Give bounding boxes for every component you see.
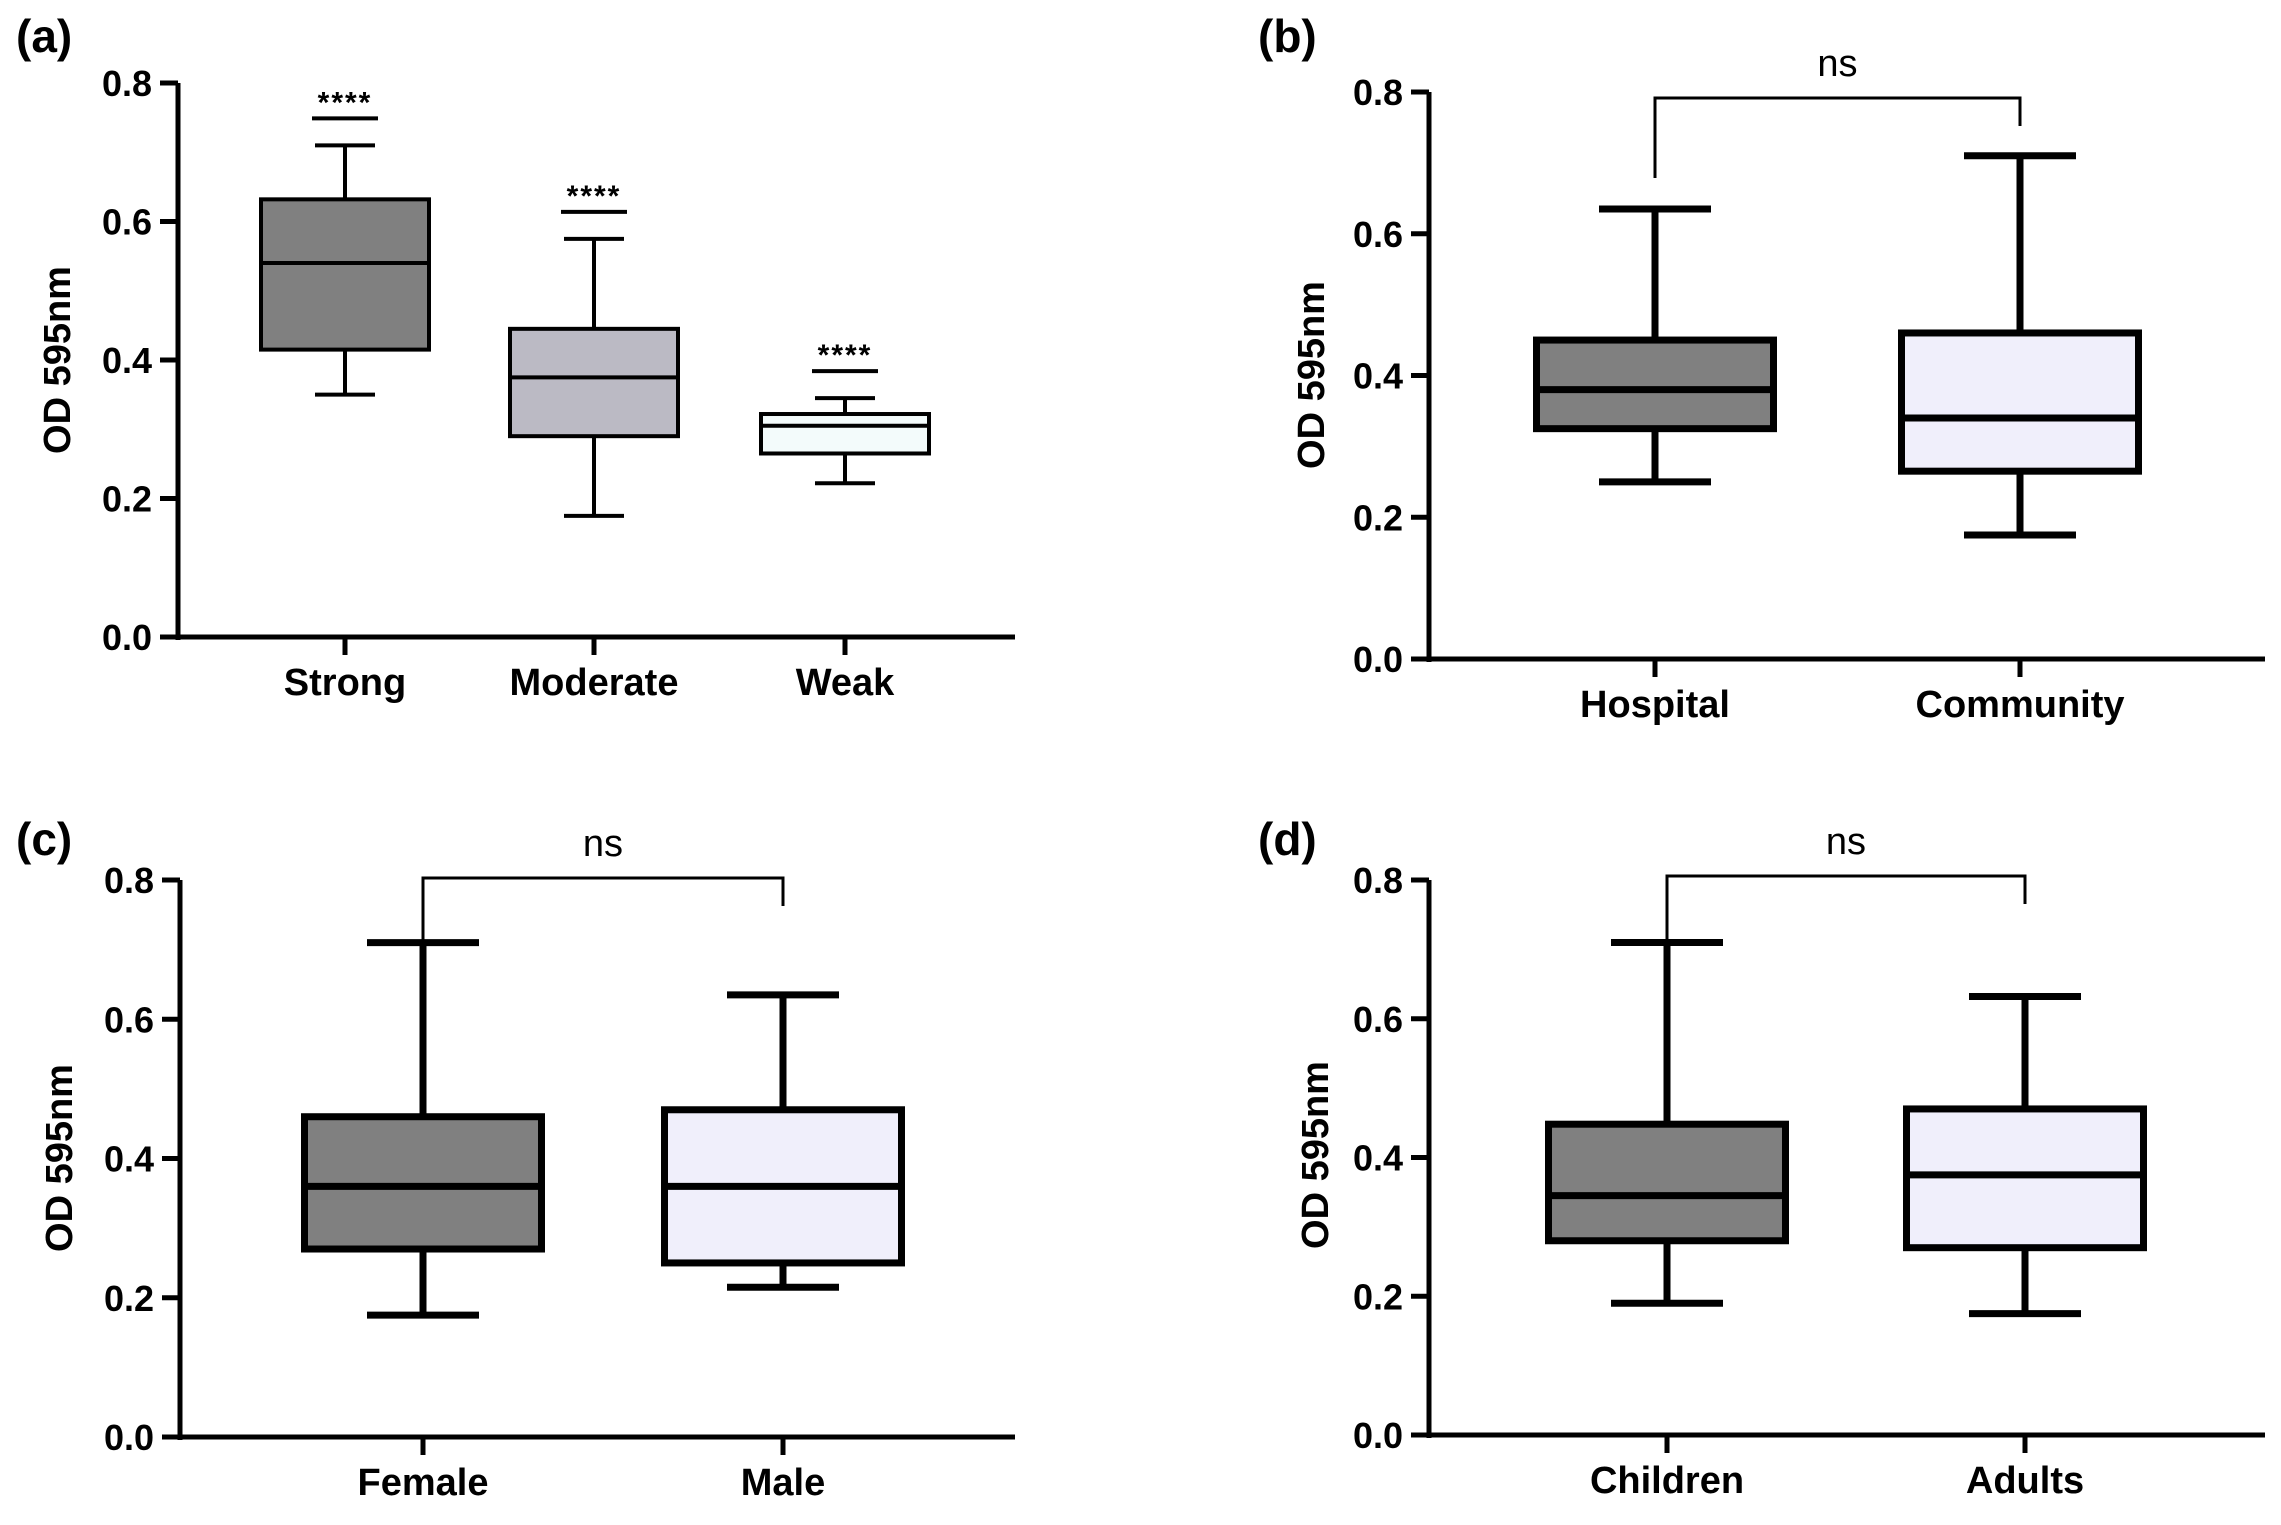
y-tick-label: 0.0 <box>102 617 152 658</box>
panel-d: (d) OD 595nm 0.0 0.2 0.4 0.6 0.8 Children Adults… <box>1258 813 2265 1502</box>
y-tick-label: 0.8 <box>1353 860 1403 901</box>
panel-label: (a) <box>16 10 72 62</box>
box-adults <box>1903 993 2147 1318</box>
x-tick-label: Female <box>358 1462 489 1504</box>
y-tick-label: 0.6 <box>102 202 152 243</box>
box-iqr <box>1533 336 1777 433</box>
x-tick-label: Male <box>741 1462 825 1504</box>
y-tick-label: 0.8 <box>1353 72 1403 113</box>
box-hospital <box>1533 205 1777 486</box>
panel-label: (d) <box>1258 813 1317 865</box>
y-tick-label: 0.2 <box>1353 497 1403 538</box>
bracket-line <box>1665 874 2027 956</box>
x-tick-label: Community <box>1916 684 2125 726</box>
box-iqr <box>1545 1120 1789 1245</box>
box-strong: **** <box>259 86 431 397</box>
box-community <box>1898 152 2142 539</box>
significance-stars: **** <box>318 86 373 119</box>
y-tick-label: 0.0 <box>1353 1415 1403 1456</box>
y-tick-label: 0.6 <box>1353 214 1403 255</box>
x-tick-label: Strong <box>284 662 406 704</box>
significance-label: ns <box>583 823 623 865</box>
box-iqr <box>259 197 431 352</box>
significance-stars: **** <box>567 180 622 213</box>
box-iqr <box>508 326 680 439</box>
y-axis-title: OD 595nm <box>39 1064 81 1252</box>
y-axis-title: OD 595nm <box>1291 281 1333 469</box>
y-tick-label: 0.6 <box>104 999 154 1040</box>
y-tick-label: 0.2 <box>1353 1276 1403 1317</box>
y-tick-label: 0.4 <box>1353 356 1403 397</box>
y-tick-label: 0.8 <box>102 63 152 104</box>
panel-b: (b) OD 595nm 0.0 0.2 0.4 0.6 0.8 Hospital Commun… <box>1258 10 2265 726</box>
comparison-bracket: ns <box>1665 821 2027 956</box>
y-tick-label: 0.4 <box>1353 1138 1403 1179</box>
panel-c: (c) OD 595nm 0.0 0.2 0.4 0.6 0.8 Female Male ns <box>16 813 1015 1504</box>
y-tick-label: 0.4 <box>104 1139 154 1180</box>
x-tick-label: Moderate <box>510 662 679 704</box>
y-tick-label: 0.2 <box>104 1278 154 1319</box>
bracket-line <box>421 876 785 958</box>
x-tick-label: Adults <box>1966 1460 2084 1502</box>
y-axis-title: OD 595nm <box>1295 1061 1337 1249</box>
box-weak: **** <box>759 339 931 486</box>
comparison-bracket: ns <box>421 823 785 958</box>
box-iqr <box>1898 329 2142 475</box>
y-tick-label: 0.8 <box>104 860 154 901</box>
box-male <box>661 991 905 1291</box>
significance-stars: **** <box>818 339 873 372</box>
x-tick-label: Children <box>1590 1460 1744 1502</box>
y-tick-label: 0.0 <box>1353 639 1403 680</box>
comparison-bracket: ns <box>1653 43 2022 178</box>
panel-label: (c) <box>16 813 72 865</box>
y-tick-label: 0.6 <box>1353 999 1403 1040</box>
box-children <box>1545 938 1789 1307</box>
x-tick-label: Hospital <box>1580 684 1730 726</box>
y-axis-title: OD 595nm <box>37 266 79 454</box>
panel-a: (a) OD 595nm 0.0 0.2 0.4 0.6 0.8 Strong Moderate… <box>16 10 1015 704</box>
box-moderate: **** <box>508 180 680 518</box>
y-tick-label: 0.0 <box>104 1417 154 1458</box>
significance-label: ns <box>1817 43 1857 85</box>
y-tick-label: 0.2 <box>102 479 152 520</box>
y-tick-label: 0.4 <box>102 340 152 381</box>
panel-label: (b) <box>1258 10 1317 62</box>
x-tick-label: Weak <box>796 662 895 704</box>
box-female <box>301 939 545 1319</box>
significance-label: ns <box>1826 821 1866 863</box>
box-iqr <box>759 412 931 456</box>
bracket-line <box>1653 96 2022 178</box>
